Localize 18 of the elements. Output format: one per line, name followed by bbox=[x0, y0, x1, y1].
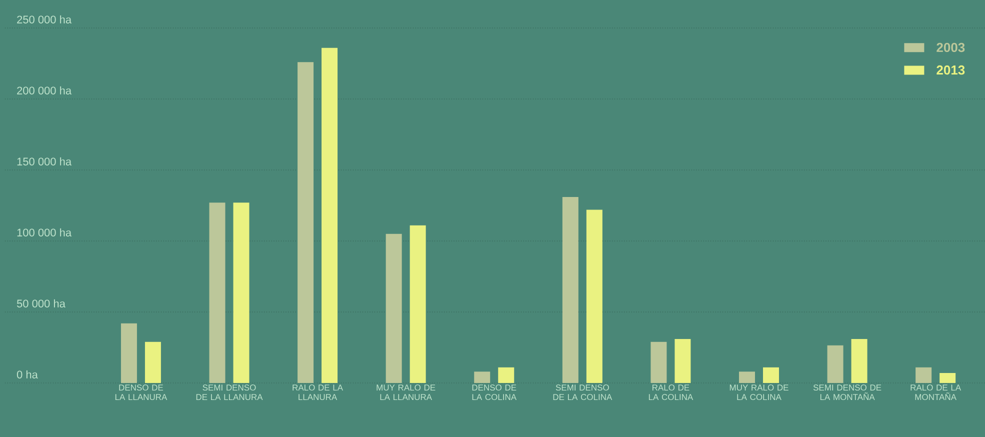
y-tick-label: 50 000 ha bbox=[16, 299, 66, 308]
y-tick-label: 250 000 ha bbox=[17, 15, 72, 24]
x-tick-label: DENSO DE LA COLINA bbox=[472, 384, 517, 400]
y-tick-label: 150 000 ha bbox=[17, 157, 72, 166]
x-tick-label: MUY RALO DE LA LLANURA bbox=[376, 384, 436, 400]
x-tick-label: RALO DE LA MONTAÑA bbox=[910, 384, 962, 400]
x-tick-label: SEMI DENSO DE LA COLINA bbox=[553, 384, 612, 400]
legend-label: 2013 bbox=[936, 65, 965, 75]
legend-label: 2003 bbox=[936, 42, 965, 52]
x-tick-label: SEMI DENSO DE LA MONTAÑA bbox=[813, 384, 882, 400]
x-tick-label: SEMI DENSO DE LA LLANURA bbox=[196, 384, 263, 400]
x-tick-label: MUY RALO DE LA COLINA bbox=[730, 384, 788, 400]
y-tick-label: 200 000 ha bbox=[17, 86, 72, 94]
x-tick-label: RALO DE LA COLINA bbox=[648, 384, 694, 400]
x-tick-label: RALO DE LA LLANURA bbox=[292, 384, 344, 400]
y-tick-label: 100 000 ha bbox=[17, 228, 72, 236]
x-tick-label: DENSO DE LA LLANURA bbox=[115, 384, 168, 400]
y-tick-label: 0 ha bbox=[16, 370, 38, 378]
